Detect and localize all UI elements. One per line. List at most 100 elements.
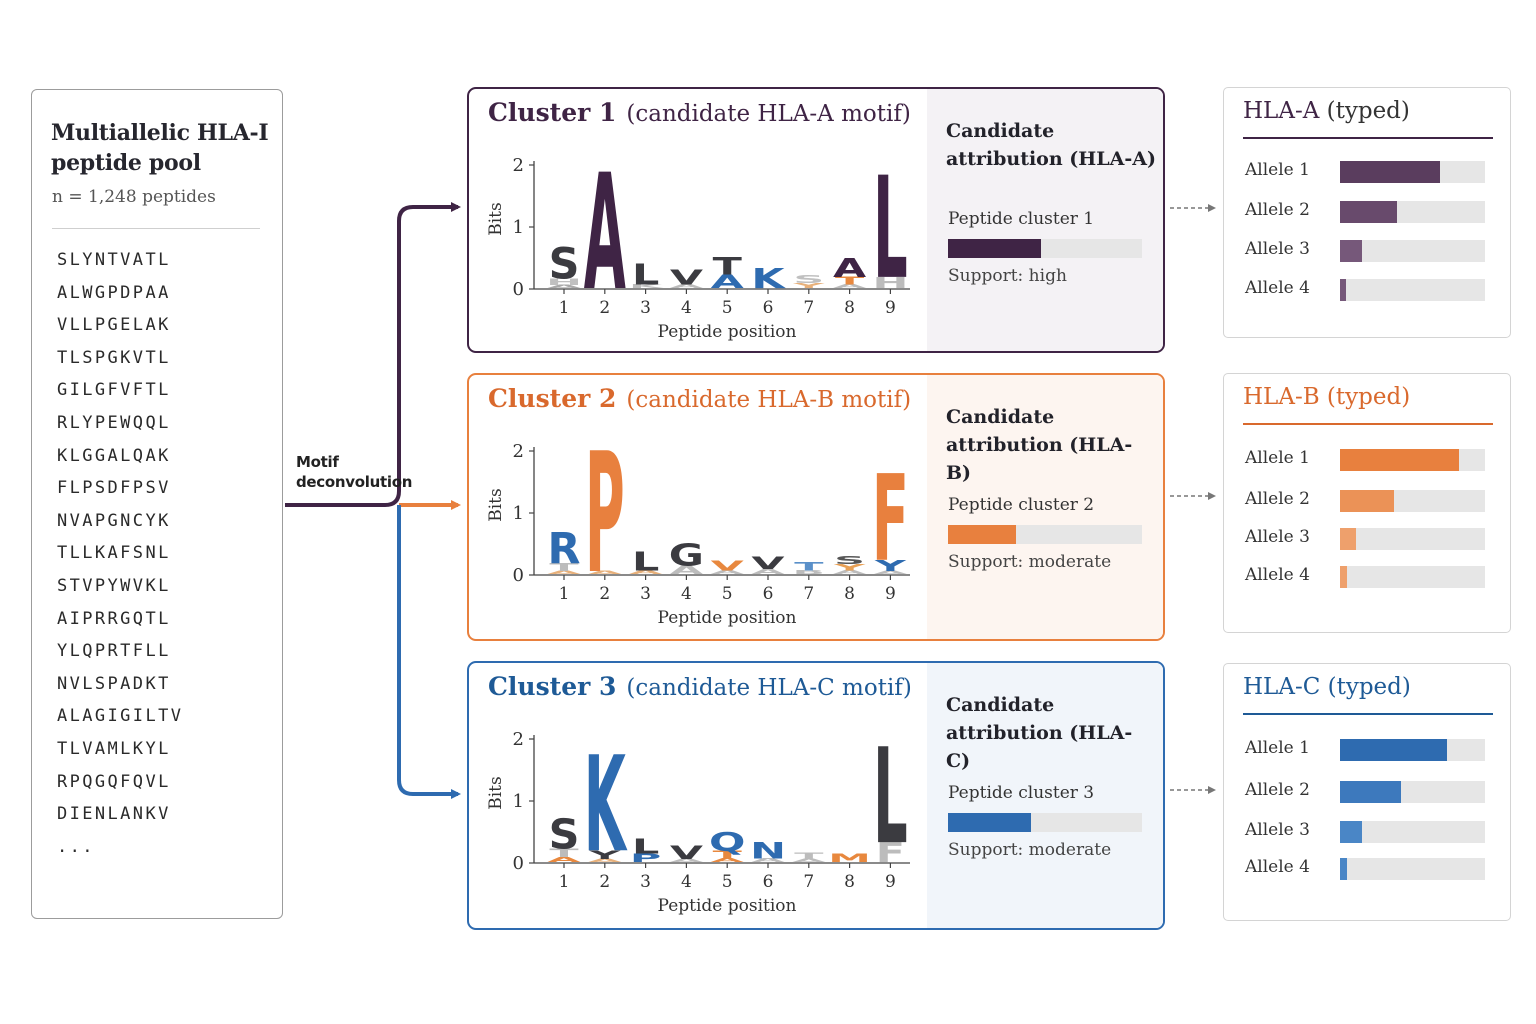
x-tick-label: 9 [885,584,896,604]
typed-title: HLA-B (typed) [1243,384,1410,410]
support-bar [948,813,1142,832]
allele-label: Allele 2 [1245,780,1310,800]
logo-letter: Q [709,828,745,858]
logo-letter: Y [588,848,622,862]
allele-bar-fill [1340,279,1346,301]
y-tick-label: 1 [513,503,524,524]
flow-arrow-cluster-3 [397,505,461,799]
allele-bar [1340,739,1485,761]
x-tick-label: 9 [885,872,896,892]
peptide-item: ALAGIGILTV [57,706,184,727]
logo-letter: A [751,857,785,863]
x-tick-label: 5 [722,584,733,604]
x-tick-label: 1 [559,872,570,892]
cluster-3-panel: Cluster 3 (candidate HLA-C motif) 0 1 2 Bits 1… [467,661,1165,930]
peptide-item: NVLSPADKT [57,673,171,694]
typed-underline [1243,137,1493,139]
allele-label: Allele 3 [1245,527,1310,547]
hla-b-typed-panel: HLA-B (typed) Allele 1 Allele 2 Allele 3 All… [1223,373,1511,633]
logo-letter: P [630,851,661,865]
y-tick-label: 2 [513,441,524,462]
logo-letter: V [670,841,704,863]
typed-locus: HLA-A [1243,98,1320,124]
x-tick-label: 1 [559,584,570,604]
logo-letter: A [711,857,745,863]
x-tick-label: 6 [763,872,774,892]
allele-label: Allele 1 [1245,160,1310,180]
support-bar [948,239,1142,258]
logo-letter: H [546,277,582,287]
allele-label: Allele 4 [1245,565,1310,585]
cluster-name: Cluster 3 [488,672,617,701]
logo-letter: A [547,570,581,575]
peptide-item: FLPSDFPSV [57,478,171,499]
cluster-name: Cluster 2 [488,384,617,413]
support-bar-fill [948,525,1016,544]
logo-letter: A [711,270,745,292]
logo-letter: S [549,810,580,858]
allele-bar-fill [1340,490,1394,512]
x-tick-label: 5 [722,872,733,892]
logo-letter: A [874,570,908,575]
peptide-item: TLVAMLKYL [57,738,171,759]
attribution-background [927,663,1163,928]
x-tick-label: 4 [681,298,692,318]
allele-bar-fill [1340,739,1448,761]
logo-letter: A [833,283,867,289]
logo-letter: T [549,562,579,574]
logo-letter: A [547,284,581,289]
logo-letter: L [632,834,659,858]
logo-letter: M [828,851,871,865]
y-tick-label: 1 [513,791,524,812]
flow-arrow-cluster-1 [285,202,461,507]
allele-bar-fill [1340,161,1441,183]
y-tick-label: 0 [513,853,524,874]
typed-underline [1243,423,1493,425]
peptide-list: SLYNTVATL ALWGPDPAA VLLPGELAK TLSPGKVTL GILG… [57,244,183,863]
x-tick-label: 6 [763,584,774,604]
peptide-item: DIENLANKV [57,804,171,825]
logo-letter: A [670,563,704,577]
y-axis-label: Bits [486,488,506,522]
logo-letter: T [713,849,743,861]
allele-bar-fill [1340,201,1397,223]
y-tick-label: 2 [513,155,524,176]
allele-label: Allele 4 [1245,278,1310,298]
allele-bar [1340,821,1485,843]
allele-bar-fill [1340,240,1362,262]
logo-letter: A [588,858,622,863]
y-tick-label: 2 [513,729,524,750]
peptide-item: YLQPRTFLL [57,641,171,662]
logo-letter: K [751,264,786,295]
allele-bar [1340,566,1485,588]
x-tick-label: 3 [640,872,651,892]
y-tick-label: 1 [513,217,524,238]
logo-letter: R [547,525,580,575]
logo-letter: G [669,537,704,573]
logo-letter: T [794,560,824,574]
x-tick-label: 8 [844,584,855,604]
allele-bar [1340,490,1485,512]
allele-label: Allele 1 [1245,738,1310,758]
support-label: Support: high [948,266,1067,286]
typed-suffix: (typed) [1320,674,1411,700]
logo-letter: Y [833,563,866,573]
logo-letter: L [873,721,908,874]
logo-letter: A [629,569,663,575]
logo-letter: V [711,558,745,574]
logo-letter: K [629,283,664,289]
allele-bar [1340,449,1485,471]
allele-bar [1340,201,1485,223]
logo-letter: A [670,283,704,289]
x-tick-label: 2 [599,584,610,604]
allele-bar-fill [1340,858,1348,880]
cluster-subtitle: (candidate HLA-B motif) [626,387,912,413]
typed-suffix: (typed) [1319,98,1410,124]
cluster-title: Cluster 3 (candidate HLA-C motif) [488,672,912,701]
logo-letter: F [876,838,905,869]
logo-letter: S [793,274,824,286]
cluster-subtitle: (candidate HLA-C motif) [626,675,912,701]
pool-title: Multiallelic HLA-I peptide pool [51,120,269,176]
peptide-item: RLYPEWQQL [57,412,171,433]
y-axis-label: Bits [486,202,506,236]
